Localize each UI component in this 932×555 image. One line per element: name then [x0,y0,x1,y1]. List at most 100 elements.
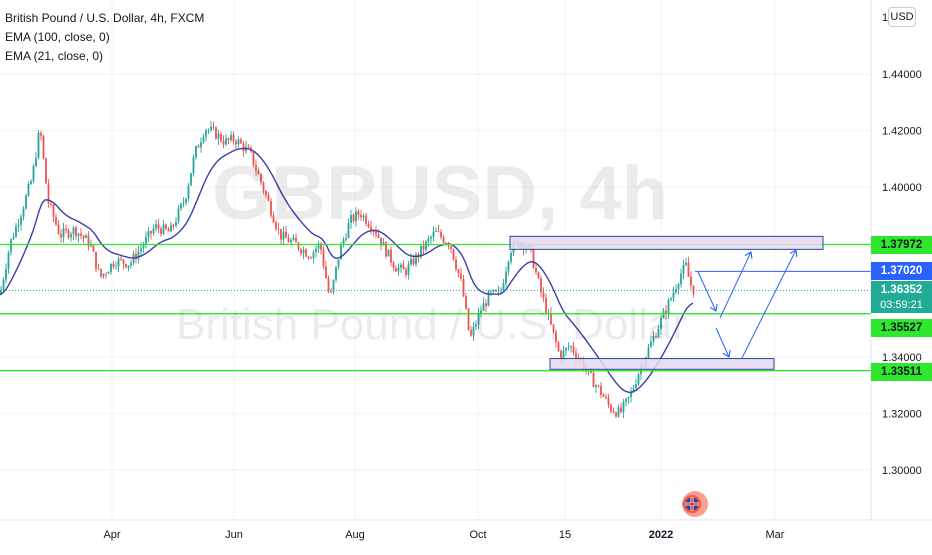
forecast-arrow-down-2 [715,327,729,357]
legend-symbol[interactable]: British Pound / U.S. Dollar, 4h, FXCM [5,11,205,25]
candle-body [142,245,145,249]
candle-body [172,224,175,226]
candle-body [62,228,65,238]
candle-body [167,228,170,232]
candle-body [450,246,452,250]
candle-body [422,245,425,250]
candle-body [207,129,210,131]
candle-body [265,191,267,195]
candle-body [625,398,627,402]
candle-body [175,221,177,226]
candle-body [155,224,157,229]
candle-body [685,262,687,265]
candle-body [655,336,657,338]
candle-body [452,249,455,260]
candle-body [302,249,305,254]
candle-body [510,252,512,262]
candle-body [492,289,495,292]
support1-price-badge: 1.35527 [871,319,932,337]
candle-body [412,258,415,265]
candle-body [365,215,367,225]
candle-body [92,245,95,252]
candle-body [647,347,650,358]
candle-body [80,233,82,236]
candle-body [640,365,642,375]
candle-body [467,308,470,331]
candle-body [482,303,485,312]
candle-body [125,263,127,268]
candle-body [457,269,460,274]
candle-body [657,329,660,338]
candle-body [237,139,240,145]
candle-body [27,184,30,196]
candle-body [390,249,392,263]
candle-body [462,278,465,297]
candle-body [227,138,230,140]
candle-body [160,228,162,235]
candle-body [377,234,380,238]
candle-body [2,279,5,290]
candle-body [570,346,572,348]
candle-body [180,203,182,209]
candle-body [692,285,695,295]
candle-body [277,228,280,230]
candle-body [545,297,547,314]
watermark-ticker: GBPUSD, 4h [212,151,669,236]
candle-body [107,272,110,274]
candle-body [285,231,287,238]
candle-body [185,198,187,203]
candle-body [335,266,337,280]
resistance-price-badge: 1.37972 [871,236,932,254]
candle-body [187,185,190,199]
candle-body [592,372,595,388]
chart-legend: British Pound / U.S. Dollar, 4h, FXCM EM… [5,9,204,66]
candle-body [122,259,125,264]
candle-body [552,324,555,332]
currency-button[interactable]: USD [888,7,916,27]
time-tick-label: Aug [345,529,365,541]
candle-body [610,404,612,412]
candle-body [392,262,395,269]
forecast-arrow-up-2 [741,250,796,359]
candle-body [35,157,37,167]
candle-body [400,264,402,268]
candle-body [247,146,250,148]
candle-body [627,397,630,399]
candle-body [105,273,107,275]
candle-body [340,243,342,260]
candle-body [45,158,47,184]
candle-body [555,331,557,343]
resistance-zone [509,235,824,250]
candle-body [20,216,22,225]
forecast-arrow-down-1 [697,271,716,311]
candle-body [85,235,87,238]
candle-body [90,245,92,247]
candle-body [77,233,80,237]
candle-body [310,257,312,259]
candle-body [325,266,327,279]
candle-body [617,407,620,417]
candle-body [595,385,597,388]
candle-body [432,231,435,237]
time-tick-label: Jun [225,529,243,541]
candle-body [212,126,215,128]
candle-body [130,262,132,266]
candle-body [682,264,685,274]
candle-body [230,134,232,140]
candle-body [22,208,25,217]
candle-body [255,165,257,171]
candle-body [262,182,265,192]
flag-icon[interactable] [680,489,710,519]
candle-body [630,391,632,398]
legend-ema21[interactable]: EMA (21, close, 0) [5,49,104,63]
candle-body [357,211,360,215]
legend-ema100[interactable]: EMA (100, close, 0) [5,30,110,44]
price-tick-label: 1.40000 [882,182,922,194]
candle-body [395,268,397,272]
candle-body [332,279,335,293]
candle-body [10,239,12,253]
candle-body [502,283,505,291]
candle-body [120,258,122,260]
